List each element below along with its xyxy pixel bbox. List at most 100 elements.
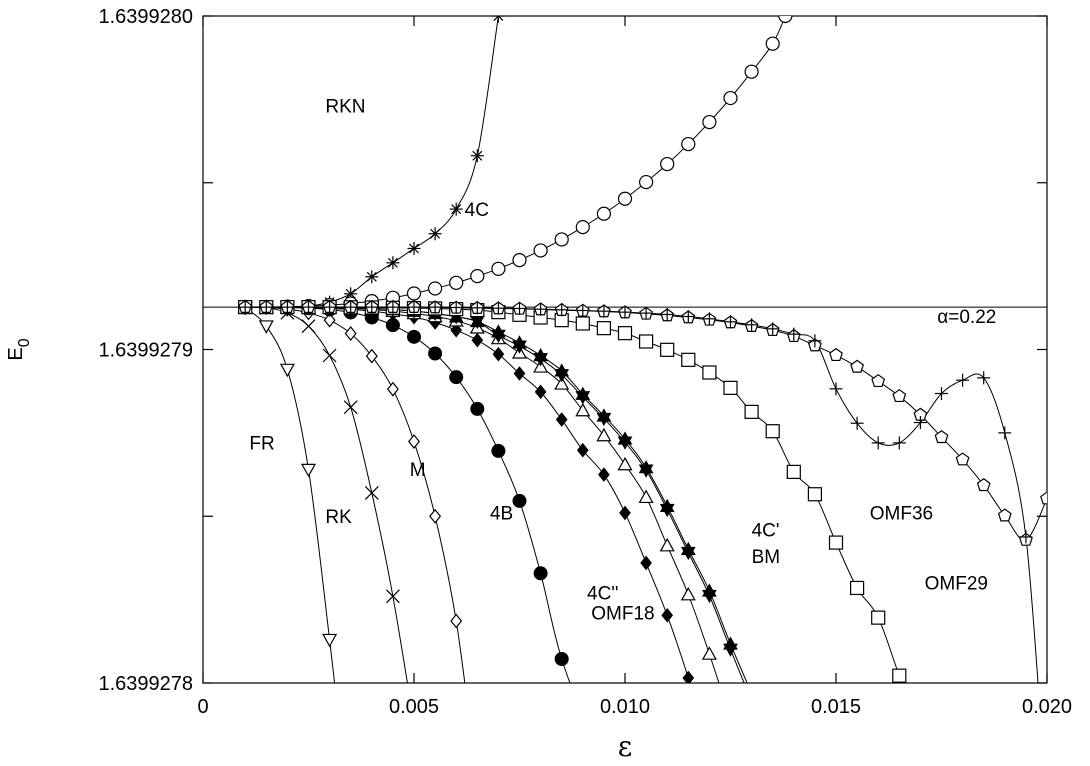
data-point-0-22 <box>913 416 927 430</box>
data-point-0-22 <box>534 302 548 316</box>
data-point-0-22 <box>1019 530 1033 544</box>
data-point-0-22 <box>386 300 400 314</box>
y-axis-title-subscript: 0 <box>16 338 33 347</box>
data-point-4c <box>766 743 779 755</box>
data-point-omf18 <box>598 467 610 482</box>
data-point-0-22 <box>787 327 801 341</box>
data-point-4c <box>449 275 464 290</box>
data-point-0-22 <box>681 309 695 323</box>
data-point-omf18 <box>492 346 505 362</box>
data-point-0-22 <box>576 303 590 317</box>
data-point-4c <box>554 232 569 247</box>
data-point-4c <box>596 206 612 221</box>
data-point-omf18 <box>471 332 484 348</box>
data-point-0-22 <box>956 373 970 387</box>
data-point-omf29 <box>681 352 696 367</box>
data-point-rk <box>385 589 400 604</box>
data-point-omf29 <box>849 580 865 596</box>
x-tick-label: 0.010 <box>600 696 650 718</box>
data-point-omf36 <box>871 373 886 388</box>
data-point-0-22 <box>977 371 991 385</box>
data-point-bm <box>766 745 779 757</box>
data-point-fr <box>336 745 349 757</box>
data-point-0-22 <box>470 301 484 315</box>
data-point-bm <box>596 412 612 427</box>
data-point-omf29 <box>575 316 590 331</box>
data-point-rk <box>322 348 337 363</box>
data-point-4c <box>724 713 737 725</box>
data-point-0-22 <box>365 300 379 314</box>
data-point-0-22 <box>808 334 822 348</box>
data-point-4c <box>702 114 717 130</box>
data-point-omf29 <box>723 380 738 395</box>
data-point-fr <box>258 320 274 334</box>
series-markers-layer <box>237 16 1049 757</box>
y-axis-title: E0 <box>5 338 33 360</box>
data-point-0-22 <box>259 300 273 314</box>
series-line-rkn <box>245 16 499 308</box>
curve-label-omf36: OMF36 <box>870 504 933 525</box>
curve-label-rk: RK <box>325 507 352 528</box>
data-point-0-22 <box>407 300 421 314</box>
data-point-4c <box>406 286 422 301</box>
curve-label-4b: 4B <box>490 504 513 525</box>
data-point-omf29 <box>617 326 633 341</box>
data-point-omf29 <box>660 342 675 357</box>
curve-label-omf29: OMF29 <box>925 574 988 595</box>
data-point-4c <box>701 646 717 660</box>
data-point-0-22 <box>302 300 315 314</box>
data-point-0-22 <box>555 303 569 317</box>
data-point-0-22 <box>1036 743 1049 756</box>
data-point-4c <box>778 16 793 24</box>
data-point-omf18 <box>619 505 631 521</box>
data-point-0-22 <box>344 300 358 314</box>
data-point-omf29 <box>807 487 823 502</box>
data-point-omf18 <box>682 670 695 683</box>
data-point-4c <box>617 191 633 206</box>
curve-label-0-22: α=0.22 <box>937 307 996 328</box>
data-point-rk <box>343 400 358 415</box>
data-point-0-22 <box>323 300 337 314</box>
data-point-4c <box>491 261 506 276</box>
data-point-m <box>450 613 463 629</box>
data-point-omf36 <box>829 347 843 362</box>
data-point-rkn <box>491 16 505 23</box>
data-point-0-22 <box>618 305 632 319</box>
curve-label-4c: 4C'' <box>587 584 619 605</box>
x-axis-title: ε <box>618 730 633 763</box>
data-point-4b <box>491 443 506 458</box>
curve-label-m: M <box>410 460 426 481</box>
data-point-rkn <box>365 270 379 284</box>
data-point-rkn <box>428 227 442 241</box>
curve-label-4c: 4C' <box>752 520 780 541</box>
data-point-0-22 <box>449 300 463 314</box>
curve-label-fr: FR <box>249 434 274 455</box>
data-point-bm <box>745 696 758 708</box>
data-point-0-22 <box>766 322 780 336</box>
data-point-omf29 <box>892 668 907 683</box>
data-point-4b <box>470 401 485 416</box>
data-point-0-22 <box>639 306 653 320</box>
data-point-omf29 <box>871 610 886 625</box>
data-point-fr <box>322 633 338 648</box>
data-point-4b <box>554 651 569 666</box>
y-tick-label: 1.6399279 <box>98 340 193 362</box>
data-point-0-22 <box>491 301 505 315</box>
data-point-4b <box>428 346 443 361</box>
data-point-rkn <box>386 256 400 270</box>
data-point-4b <box>533 566 548 581</box>
data-point-omf29 <box>744 404 759 419</box>
data-point-omf18 <box>513 366 526 381</box>
data-point-fr <box>300 463 317 478</box>
data-point-bm <box>491 329 506 344</box>
data-point-bm <box>533 353 548 367</box>
data-point-omf36 <box>850 359 864 373</box>
data-point-bm <box>638 464 654 478</box>
data-point-4c <box>680 586 696 601</box>
data-point-omf18 <box>661 607 674 623</box>
data-point-4b <box>407 329 421 344</box>
data-point-0-22 <box>850 416 864 430</box>
data-point-m <box>408 434 420 450</box>
data-point-omf29 <box>596 321 612 336</box>
